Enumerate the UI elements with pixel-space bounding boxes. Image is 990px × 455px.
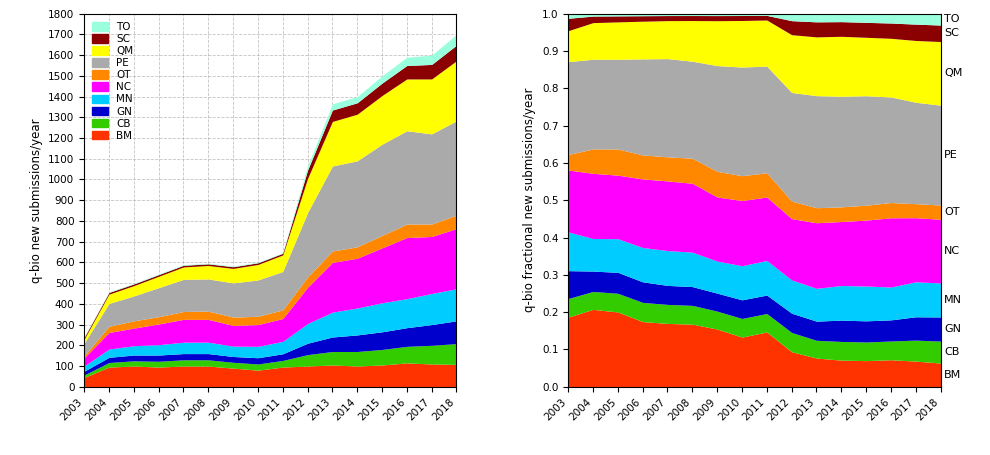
Text: GN: GN <box>944 324 961 334</box>
Text: SC: SC <box>944 28 959 38</box>
Text: TO: TO <box>944 15 959 25</box>
Text: MN: MN <box>944 295 962 305</box>
Text: PE: PE <box>944 150 958 160</box>
Text: QM: QM <box>944 68 962 78</box>
Y-axis label: q-bio fractional new submissions/year: q-bio fractional new submissions/year <box>524 88 537 313</box>
Text: NC: NC <box>944 246 960 256</box>
Text: CB: CB <box>944 347 959 357</box>
Y-axis label: q-bio new submissions/year: q-bio new submissions/year <box>30 118 43 283</box>
Legend: TO, SC, QM, PE, OT, NC, MN, GN, CB, BM: TO, SC, QM, PE, OT, NC, MN, GN, CB, BM <box>89 19 137 144</box>
Text: BM: BM <box>944 370 961 380</box>
Text: OT: OT <box>944 207 959 217</box>
